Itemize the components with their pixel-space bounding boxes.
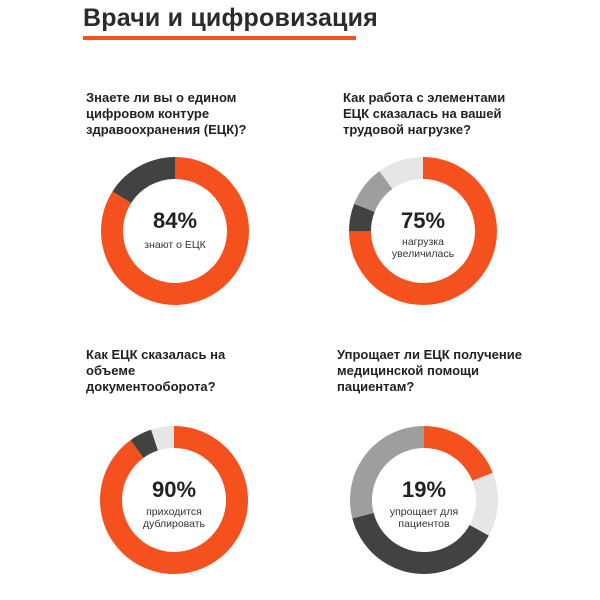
title-underline xyxy=(83,36,356,40)
center-label: нагрузка увеличилась xyxy=(391,236,455,260)
center-value: 19% xyxy=(401,477,447,502)
donut-chart xyxy=(99,426,248,574)
center-value: 84% xyxy=(152,208,198,233)
donut-slice-4 xyxy=(379,157,423,189)
donut-slice-3 xyxy=(151,426,174,451)
donut-slice-2 xyxy=(469,472,498,536)
donut-slice-1 xyxy=(100,157,249,305)
chart-panel-1: Знаете ли вы о едином цифровом контуре з… xyxy=(86,90,346,340)
donut-slice-1 xyxy=(349,157,497,305)
chart-panel-3: Как ЕЦК сказалась на объеме документообо… xyxy=(86,347,346,597)
center-value: 75% xyxy=(400,208,446,233)
donut-slice-1 xyxy=(424,426,493,481)
chart-question: Как ЕЦК сказалась на объеме документообо… xyxy=(86,347,226,394)
donut-slice-4 xyxy=(350,426,424,519)
donut-slice-1 xyxy=(99,426,248,574)
center-label: упрощает для пациентов xyxy=(389,506,459,530)
donut-slice-2 xyxy=(112,157,175,204)
chart-question: Как работа с элементами ЕЦК сказалась на… xyxy=(343,90,506,137)
center-label: знают о ЕЦК xyxy=(144,239,206,251)
donut-slice-3 xyxy=(354,171,393,212)
donut-chart xyxy=(350,426,498,574)
donut-chart xyxy=(100,157,249,305)
chart-panel-4: Упрощает ли ЕЦК получение медицинской по… xyxy=(337,347,597,597)
chart-panel-2: Как работа с элементами ЕЦК сказалась на… xyxy=(343,90,600,340)
page-title: Врачи и цифровизация xyxy=(83,4,378,32)
donut-slice-2 xyxy=(130,429,158,458)
donut-slice-2 xyxy=(349,203,375,231)
donut-chart xyxy=(349,157,497,305)
center-label: приходится дублировать xyxy=(142,506,206,530)
chart-question: Упрощает ли ЕЦК получение медицинской по… xyxy=(337,347,522,394)
chart-question: Знаете ли вы о едином цифровом контуре з… xyxy=(86,90,247,137)
donut-slice-3 xyxy=(352,512,489,574)
center-value: 90% xyxy=(151,477,197,502)
